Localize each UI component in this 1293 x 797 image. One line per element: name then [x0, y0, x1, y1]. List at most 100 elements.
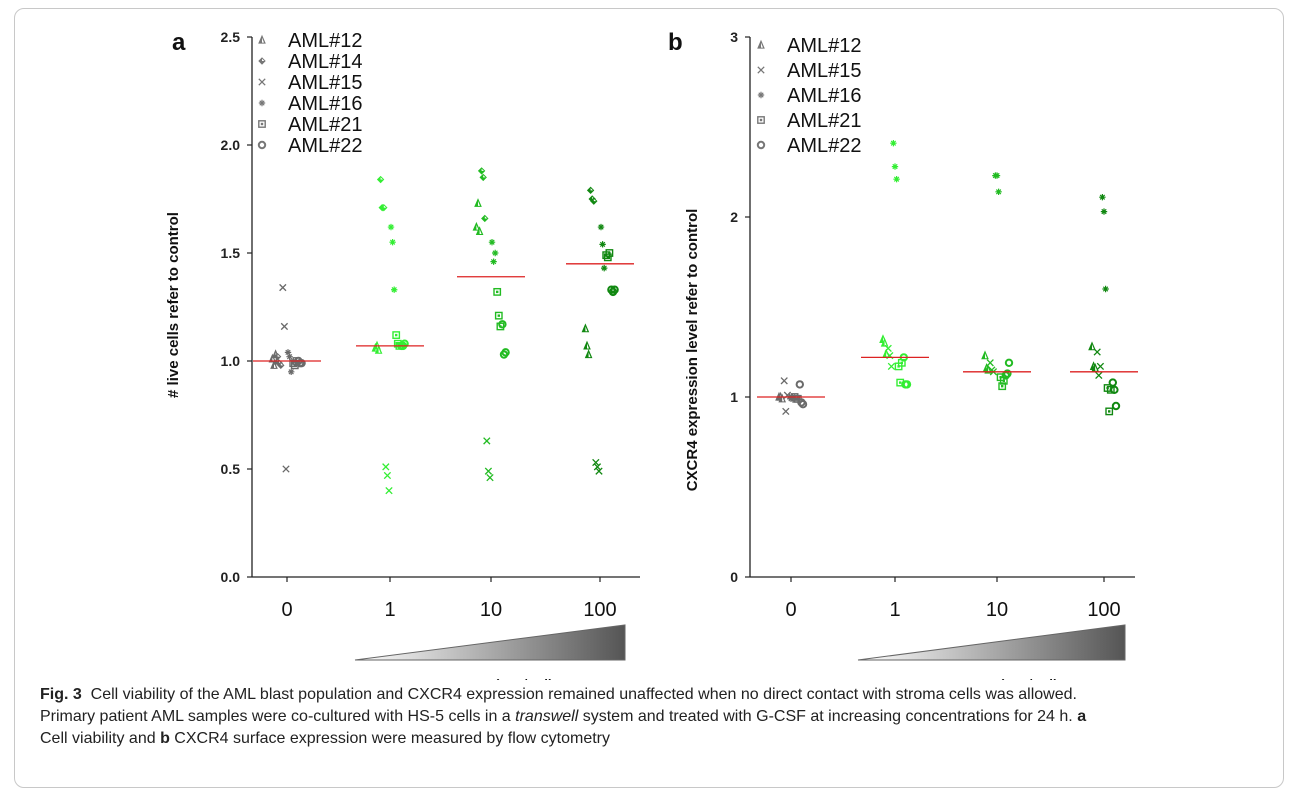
y-axis-label: # live cells refer to control	[165, 212, 182, 398]
data-point-dot	[496, 290, 499, 294]
data-point	[382, 463, 390, 471]
data-point-shade	[478, 201, 480, 206]
data-point-shade	[280, 363, 284, 366]
data-point-shade	[590, 188, 593, 191]
data-point	[884, 344, 892, 353]
data-point	[1099, 194, 1106, 201]
x-tick-label: 0	[785, 599, 796, 621]
legend-marker	[257, 140, 267, 150]
data-point	[986, 359, 994, 367]
caption-line2a: Primary patient AML samples were co-cult…	[40, 708, 516, 725]
data-point	[501, 348, 510, 357]
x-tick-label: 10	[480, 599, 502, 621]
legend-label: AML#12	[787, 35, 862, 57]
legend-label: AML#21	[288, 114, 363, 136]
data-point-shade	[378, 348, 381, 353]
y-axis-label: CXCR4 expression level refer to control	[684, 209, 701, 492]
data-point-shade	[383, 205, 387, 208]
data-point	[392, 331, 401, 339]
data-point	[389, 239, 396, 246]
y-tick-label: 0	[730, 569, 738, 585]
data-point-dot	[608, 251, 611, 255]
data-point	[385, 486, 393, 495]
legend-marker	[757, 66, 765, 74]
data-point	[376, 175, 385, 184]
x-tick-label: 10	[986, 599, 1008, 621]
y-tick-label: 0.0	[221, 569, 241, 585]
data-point	[795, 380, 804, 389]
data-point-shade	[587, 343, 589, 349]
data-point	[282, 465, 290, 473]
data-point	[1111, 401, 1121, 411]
data-point	[297, 358, 306, 368]
concentration-wedge	[354, 624, 626, 661]
x-tick-label: 100	[583, 599, 616, 621]
chart-panel-b: 0 1 2 3 0 1 10 100 CXCR4 expression level refer …	[668, 29, 1138, 680]
data-point	[1095, 371, 1103, 380]
data-point	[890, 140, 897, 147]
data-point	[592, 458, 600, 467]
data-point-shade	[585, 326, 588, 332]
x-axis-label: G-CSF (ng/ml)	[930, 677, 1060, 680]
data-point	[605, 249, 614, 257]
legend-label: AML#15	[787, 60, 862, 82]
data-point	[601, 264, 608, 272]
data-point	[902, 380, 912, 389]
data-point-shade	[1095, 366, 1098, 371]
data-point	[1003, 369, 1012, 378]
data-point-dot	[796, 397, 799, 400]
data-point	[603, 253, 612, 262]
caption-line3b: CXCR4 surface expression were measured b…	[169, 730, 611, 747]
data-point	[891, 163, 899, 170]
data-point	[782, 407, 790, 416]
data-point	[486, 473, 494, 482]
data-point-shade	[592, 196, 595, 199]
legend-marker	[756, 140, 766, 150]
legend-marker	[258, 99, 266, 107]
x-tick-label: 1	[384, 599, 395, 621]
y-tick-label: 1	[730, 389, 738, 405]
y-tick-label: 1.5	[221, 245, 241, 261]
y-tick-label: 2.0	[221, 137, 241, 153]
data-point-shade	[782, 396, 785, 402]
figure-caption: Fig. 3 Cell viability of the AML blast p…	[40, 684, 1265, 750]
data-point-shade	[886, 351, 889, 357]
legend-label: AML#22	[787, 135, 862, 157]
data-point	[286, 353, 293, 360]
data-point	[498, 320, 507, 329]
data-point-shade	[985, 353, 987, 359]
y-tick-label: 0.5	[221, 461, 241, 477]
data-point	[1110, 385, 1119, 394]
figure-canvas: 0.00.51.01.52.02.50 1 10 100# live cells re…	[165, 29, 1138, 680]
data-point	[1108, 378, 1118, 387]
panel-letter: a	[172, 29, 186, 56]
data-point	[1105, 407, 1114, 416]
data-point-dot	[1108, 410, 1111, 413]
data-point-dot	[395, 333, 398, 337]
data-point	[1096, 362, 1105, 371]
data-point-shade	[476, 224, 479, 230]
data-point	[484, 467, 493, 475]
data-point-dot	[900, 361, 903, 364]
data-point-dot	[497, 314, 500, 317]
data-point	[1102, 285, 1109, 293]
data-point	[993, 172, 1001, 179]
data-point-dot	[1001, 385, 1004, 388]
legend-marker	[757, 91, 765, 99]
caption-line3a: Cell viability and	[40, 730, 161, 747]
y-tick-label: 1.0	[221, 353, 241, 369]
data-point-shade	[380, 177, 383, 180]
data-point-shade	[481, 168, 484, 171]
data-point	[1106, 385, 1115, 394]
data-point-dot	[606, 256, 609, 259]
legend-marker-shade	[262, 37, 264, 43]
y-tick-label: 3	[730, 29, 738, 45]
data-point-shade	[588, 352, 591, 358]
x-tick-label: 0	[281, 599, 292, 621]
data-point-shade	[484, 216, 488, 219]
data-point	[280, 322, 289, 331]
panel-letter: b	[668, 29, 683, 56]
legend-label: AML#22	[288, 135, 363, 157]
data-point	[595, 467, 603, 475]
data-point	[273, 352, 282, 361]
